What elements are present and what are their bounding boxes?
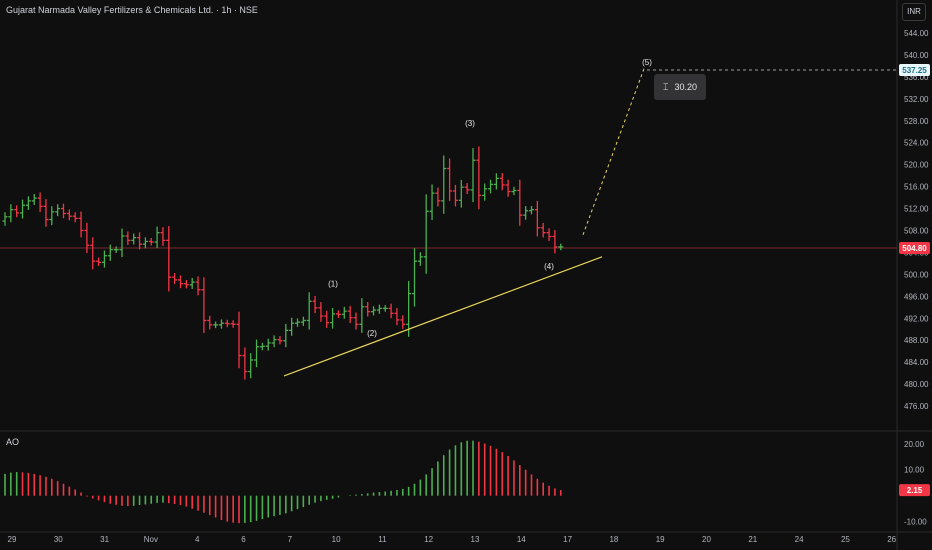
currency-button[interactable]: INR	[902, 3, 926, 21]
current-price-badge-bg	[899, 242, 930, 255]
ao-tick-label: 20.00	[904, 440, 925, 449]
target-price-badge-bg	[899, 64, 930, 77]
price-tick-label: 496.00	[904, 292, 929, 301]
time-tick-label: 11	[378, 535, 387, 544]
time-tick-label: Nov	[144, 535, 158, 544]
price-tick-label: 544.00	[904, 29, 929, 38]
ao-tick-label: -10.00	[904, 518, 927, 527]
wave-label: (4)	[544, 262, 554, 271]
chart-title: Gujarat Narmada Valley Fertilizers & Che…	[6, 5, 258, 15]
wave-label: (3)	[465, 119, 475, 128]
time-tick-label: 17	[563, 535, 572, 544]
price-tick-label: 488.00	[904, 336, 929, 345]
support-trendline	[283, 256, 603, 377]
time-tick-label: 25	[841, 535, 850, 544]
price-tick-label: 520.00	[904, 161, 929, 170]
price-tick-label: 508.00	[904, 226, 929, 235]
time-tick-label: 13	[471, 535, 480, 544]
time-tick-label: 4	[195, 535, 200, 544]
ao-value-badge-bg	[899, 484, 930, 497]
time-tick-label: 19	[656, 535, 665, 544]
measure-box: ⌶ 30.20	[654, 74, 706, 100]
time-tick-label: 20	[702, 535, 711, 544]
price-tick-label: 532.00	[904, 95, 929, 104]
price-tick-label: 524.00	[904, 139, 929, 148]
wave-label: (5)	[642, 58, 652, 67]
ao-value-badge: 2.15	[907, 486, 923, 495]
price-tick-label: 512.00	[904, 205, 929, 214]
indicator-label[interactable]: AO	[6, 437, 20, 447]
time-tick-label: 21	[748, 535, 757, 544]
ao-tick-label: 10.00	[904, 466, 925, 475]
time-tick-label: 29	[8, 535, 17, 544]
price-tick-label: 484.00	[904, 358, 929, 367]
measure-icon: ⌶	[663, 81, 669, 92]
time-tick-label: 18	[609, 535, 618, 544]
wave-label: (2)	[367, 329, 377, 338]
time-tick-label: 26	[887, 535, 896, 544]
price-tick-label: 528.00	[904, 117, 929, 126]
time-tick-label: 31	[100, 535, 109, 544]
wave-label: (1)	[328, 279, 338, 288]
measure-value: 30.20	[674, 82, 697, 92]
target-price-badge: 537.25	[902, 66, 927, 75]
time-tick-label: 10	[332, 535, 341, 544]
current-price-badge: 504.80	[902, 244, 927, 253]
wave-5-projection	[582, 65, 646, 236]
price-tick-label: 480.00	[904, 380, 929, 389]
time-tick-label: 12	[424, 535, 433, 544]
time-tick-label: 30	[54, 535, 63, 544]
time-tick-label: 6	[241, 535, 246, 544]
price-tick-label: 536.00	[904, 73, 929, 82]
price-tick-label: 476.00	[904, 402, 929, 411]
price-tick-label: 540.00	[904, 51, 929, 60]
time-tick-label: 14	[517, 535, 526, 544]
price-tick-label: 492.00	[904, 314, 929, 323]
price-tick-label: 516.00	[904, 183, 929, 192]
time-tick-label: 7	[288, 535, 293, 544]
price-tick-label: 500.00	[904, 270, 929, 279]
time-tick-label: 24	[795, 535, 804, 544]
